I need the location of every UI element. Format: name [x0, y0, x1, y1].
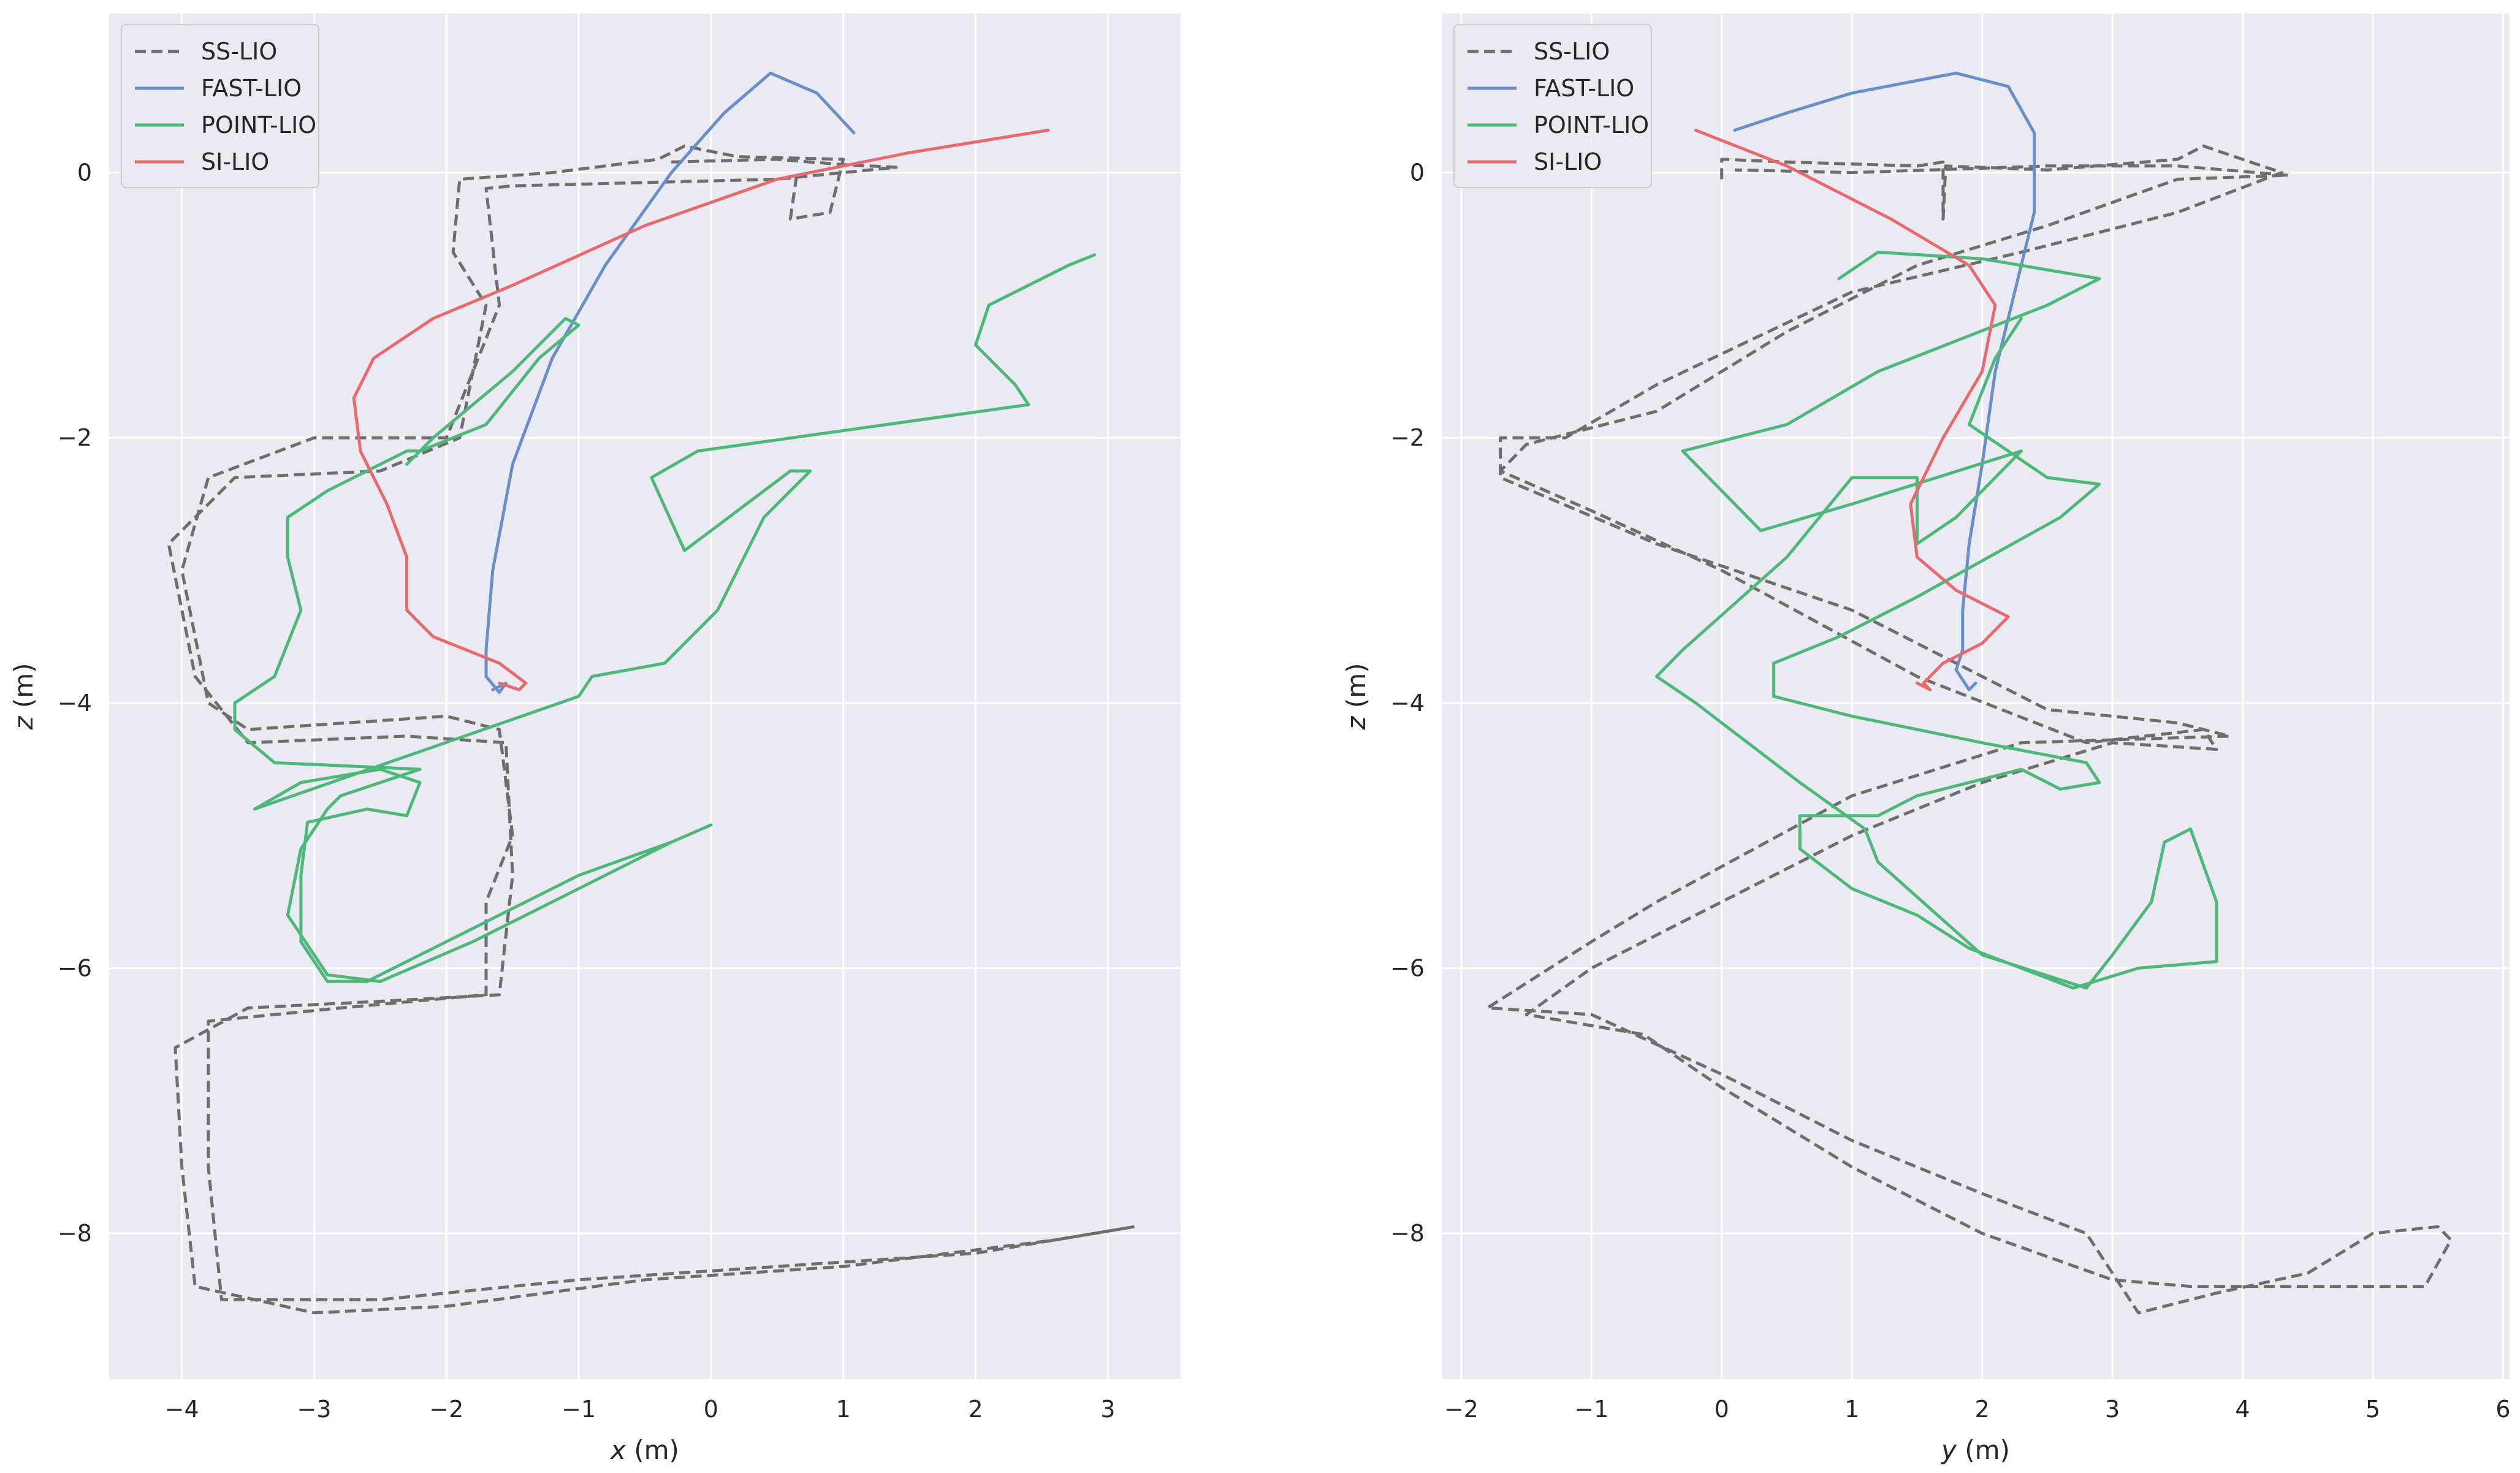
x-axis-label: y (m): [1940, 1435, 2010, 1465]
y-tick-label: −8: [1390, 1220, 1425, 1247]
x-tick-label: −3: [297, 1396, 331, 1423]
x-tick-label: 4: [2235, 1396, 2250, 1423]
plot-area: [1442, 13, 2510, 1379]
legend-label-fast-lio: FAST-LIO: [201, 75, 302, 102]
legend-label-fast-lio: FAST-LIO: [1534, 75, 1634, 102]
x-tick-label: 0: [704, 1396, 718, 1423]
x-tick-label: −2: [1444, 1396, 1479, 1423]
y-tick-label: −8: [58, 1220, 92, 1247]
legend-label-ss-lio: SS-LIO: [201, 38, 277, 65]
plot-area: [109, 13, 1181, 1379]
series-line-ss-lio: [1485, 144, 2453, 1315]
series-line-point-lio: [233, 253, 1097, 983]
legend: SS-LIO FAST-LIO POINT-LIO SI-LIO: [1453, 24, 1652, 188]
x-tick-label: 5: [2366, 1396, 2380, 1423]
x-axis-label: x (m): [609, 1435, 679, 1465]
x-tick-label: 3: [1100, 1396, 1115, 1423]
series-group: [167, 71, 1136, 1315]
y-axis-label: z (m): [9, 663, 39, 730]
x-tick-label: 3: [2105, 1396, 2120, 1423]
x-tick-label: 1: [1844, 1396, 1859, 1423]
y-tick-label: −6: [58, 954, 92, 981]
series-line-si-lio: [352, 128, 1050, 691]
series-line-fast-lio: [1733, 71, 2036, 691]
y-tick-label: −2: [58, 424, 92, 451]
y-tick-label: 0: [1410, 159, 1425, 186]
right-plot-y-vs-z: −2 −1 0 1 2 3 4 5 6 0 −2 −4 −6 −8 y (m) z (m) SS-LIO FAST…: [1341, 13, 2510, 1465]
x-tick-label: −1: [1574, 1396, 1608, 1423]
y-axis-label: z (m): [1341, 663, 1371, 730]
y-tick-label: 0: [77, 159, 92, 186]
left-plot-x-vs-z: −4 −3 −2 −1 0 1 2 3 0 −2 −4 −6 −8 x (m) z (m) SS-LIO FAS…: [9, 13, 1181, 1465]
x-tick-label: 2: [1975, 1396, 1990, 1423]
x-tick-label: 2: [968, 1396, 983, 1423]
series-line-fast-lio: [484, 71, 856, 694]
legend-label-si-lio: SI-LIO: [201, 148, 269, 175]
x-tick-label: −1: [561, 1396, 596, 1423]
legend-label-ss-lio: SS-LIO: [1534, 38, 1610, 65]
y-tick-label: −2: [1390, 424, 1425, 451]
legend-label-si-lio: SI-LIO: [1534, 148, 1602, 175]
y-tick-label: −4: [58, 690, 92, 717]
series-line-ss-lio: [167, 144, 1136, 1315]
x-tick-label: 6: [2495, 1396, 2510, 1423]
x-tick-label: 1: [836, 1396, 851, 1423]
y-tick-label: −4: [1390, 690, 1425, 717]
legend-box: [121, 24, 319, 188]
x-tick-label: −2: [429, 1396, 463, 1423]
x-tick-label: 0: [1715, 1396, 1729, 1423]
legend: SS-LIO FAST-LIO POINT-LIO SI-LIO: [121, 24, 319, 188]
legend-label-point-lio: POINT-LIO: [1534, 112, 1649, 139]
series-line-si-lio: [1694, 128, 2010, 691]
legend-box: [1453, 24, 1652, 188]
series-line-point-lio: [1655, 250, 2218, 990]
series-group: [1485, 71, 2453, 1315]
x-tick-label: −4: [165, 1396, 199, 1423]
y-tick-label: −6: [1390, 954, 1425, 981]
legend-label-point-lio: POINT-LIO: [201, 112, 316, 139]
